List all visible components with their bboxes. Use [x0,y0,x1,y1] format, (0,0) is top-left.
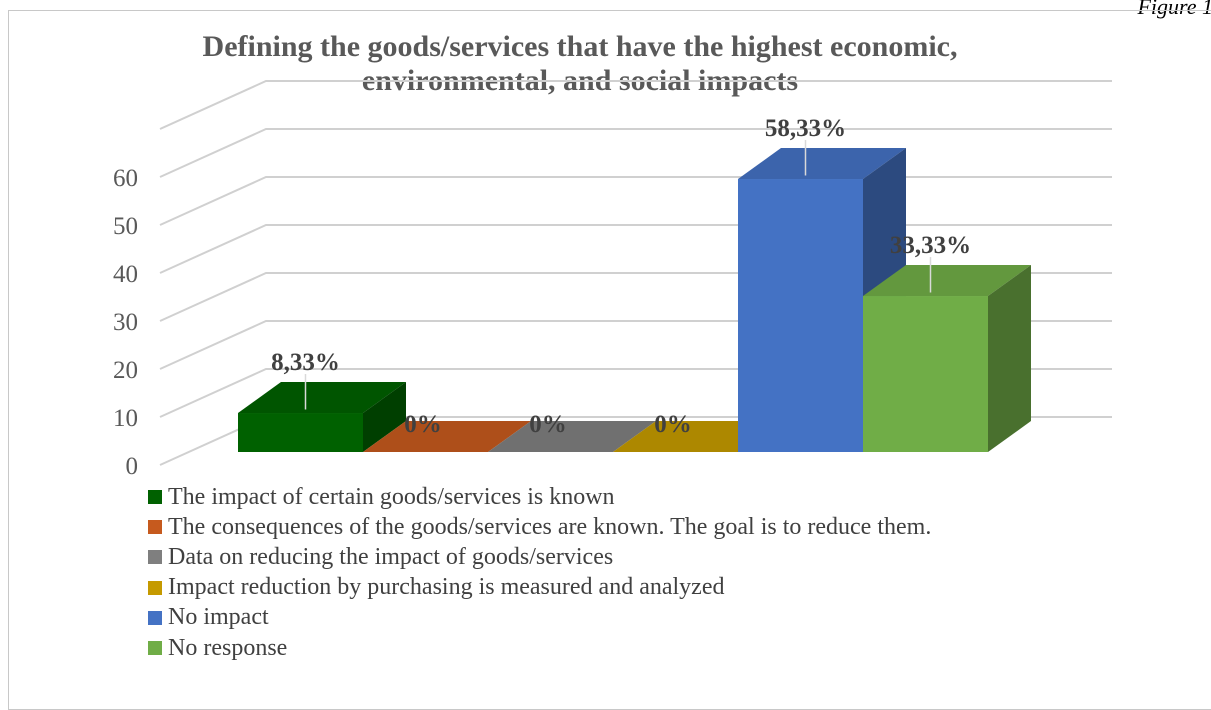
legend-item: Impact reduction by purchasing is measur… [148,573,931,603]
legend-swatch [148,490,162,505]
legend-item: The impact of certain goods/services is … [148,482,931,512]
legend-label: No response [168,634,288,661]
legend-swatch [148,520,162,535]
legend-label: No impact [168,604,269,631]
legend-swatch [148,641,162,656]
chart-plot: 0 10 20 30 40 50 60 8,33% 0% 0% 0% 58,33% 33,33% [113,80,1112,480]
bar [363,421,531,452]
bar-side [363,382,406,452]
legend-item: No impact [148,603,931,633]
y-tick-label: 0 [126,453,139,480]
data-label: 0% [529,411,567,438]
bar-top [363,421,531,452]
bar [488,421,656,452]
data-label: 33,33% [890,232,971,259]
bar-top [738,148,906,180]
legend-item: No response [148,633,931,663]
legend: The impact of certain goods/services is … [148,482,931,663]
legend-item: The consequences of the goods/services a… [148,512,931,542]
legend-swatch [148,580,162,595]
y-tick-label: 30 [113,309,138,336]
bar-front [238,413,363,452]
data-label: 8,33% [271,349,340,376]
legend-label: The impact of certain goods/services is … [168,483,615,510]
legend-label: Data on reducing the impact of goods/ser… [168,543,614,570]
bar [863,265,1031,452]
y-tick-label: 20 [113,357,138,384]
bar-top [488,421,656,452]
y-tick-label: 60 [113,165,138,192]
data-label: 0% [654,411,692,438]
bar-front [863,296,988,452]
bar [238,382,406,452]
bar-top [238,382,406,414]
gridline [159,176,1112,226]
data-label: 0% [404,411,442,438]
y-tick-label: 50 [113,213,138,240]
legend-swatch [148,550,162,565]
bar-top [863,265,1031,297]
legend-swatch [148,610,162,625]
legend-label: The consequences of the goods/services a… [168,513,932,540]
y-tick-label: 40 [113,261,138,288]
gridline [159,128,1112,178]
data-label: 58,33% [765,115,846,142]
y-tick-label: 10 [113,405,138,432]
legend-label: Impact reduction by purchasing is measur… [168,574,725,601]
bar-front [738,179,863,452]
bar-side [988,265,1031,452]
figure-caption: Figure 1 [1137,0,1211,19]
legend-item: Data on reducing the impact of goods/ser… [148,542,931,572]
gridline [159,80,1112,130]
